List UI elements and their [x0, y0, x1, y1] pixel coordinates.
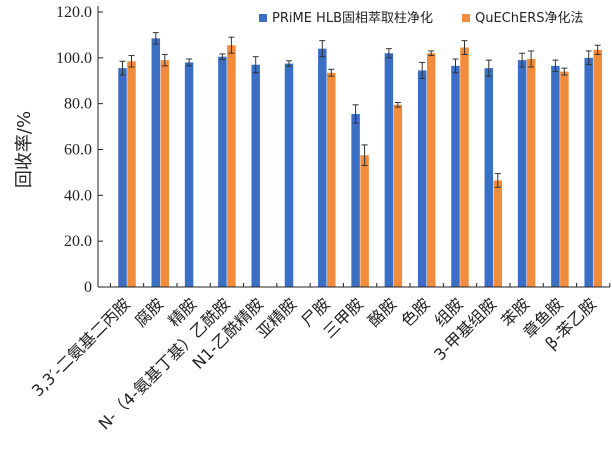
y-tick-label: 40.0 — [64, 187, 92, 204]
bar-series-2-15 — [593, 49, 602, 287]
category-label-12: 3-甲基组胺 — [430, 294, 500, 364]
y-tick-labels: 0 20.0 40.0 60.0 80.0 100.0 120.0 — [56, 4, 92, 296]
category-label-2: 腐胺 — [131, 294, 167, 330]
bar-series-2-1 — [127, 61, 136, 288]
axes-group — [97, 6, 611, 288]
bar-series-2-8 — [360, 155, 369, 287]
bar-series-1-9 — [384, 53, 394, 287]
bar-series-2-7 — [327, 72, 336, 288]
bars-group — [118, 32, 602, 288]
bar-series-1-14 — [551, 65, 560, 288]
bar-series-2-10 — [426, 53, 436, 287]
legend-swatch-series-2 — [462, 14, 470, 22]
bar-series-1-6 — [284, 63, 294, 287]
legend-swatch-series-1 — [259, 14, 267, 22]
bar-series-2-4 — [227, 45, 236, 287]
bar-series-1-3 — [184, 62, 194, 287]
y-axis-label: 回收率/% — [14, 111, 35, 188]
y-tick-label: 100.0 — [56, 50, 92, 67]
category-label-10: 色胺 — [397, 294, 433, 330]
legend-label-series-1: PRiME HLB固相萃取柱净化 — [272, 11, 433, 26]
category-label-9: 酪胺 — [364, 294, 400, 330]
y-tick-label: 0 — [84, 279, 92, 296]
bar-series-1-8 — [351, 113, 360, 288]
legend: PRiME HLB固相萃取柱净化 QuEChERS净化法 — [259, 11, 584, 26]
bar-series-1-12 — [484, 68, 494, 287]
category-labels: 3,3′-二氨基二丙胺腐胺精胺N-（4-氨基丁基）乙酰胺N1-乙酰精胺亚精胺尸胺… — [28, 294, 600, 433]
category-label-1: 3,3′-二氨基二丙胺 — [28, 294, 134, 400]
bar-series-1-15 — [584, 57, 593, 288]
bar-series-1-10 — [417, 70, 427, 287]
legend-label-series-2: QuEChERS净化法 — [475, 11, 584, 26]
bar-series-1-5 — [251, 64, 260, 287]
bar-series-1-4 — [218, 56, 227, 287]
bar-series-1-1 — [118, 68, 127, 287]
y-tick-label: 60.0 — [64, 142, 92, 159]
bar-series-2-11 — [460, 47, 469, 288]
bar-series-2-14 — [560, 71, 569, 287]
bar-series-1-11 — [451, 65, 460, 288]
y-tick-label: 20.0 — [64, 233, 92, 250]
y-tick-label: 120.0 — [56, 4, 92, 21]
bar-series-2-9 — [393, 104, 403, 287]
bar-series-2-2 — [160, 60, 170, 287]
bar-series-1-7 — [318, 48, 327, 287]
bar-series-1-13 — [517, 60, 527, 287]
y-tick-label: 80.0 — [64, 96, 92, 113]
bar-series-2-12 — [493, 180, 503, 287]
bar-series-2-13 — [526, 58, 536, 287]
bar-series-1-2 — [151, 38, 161, 287]
